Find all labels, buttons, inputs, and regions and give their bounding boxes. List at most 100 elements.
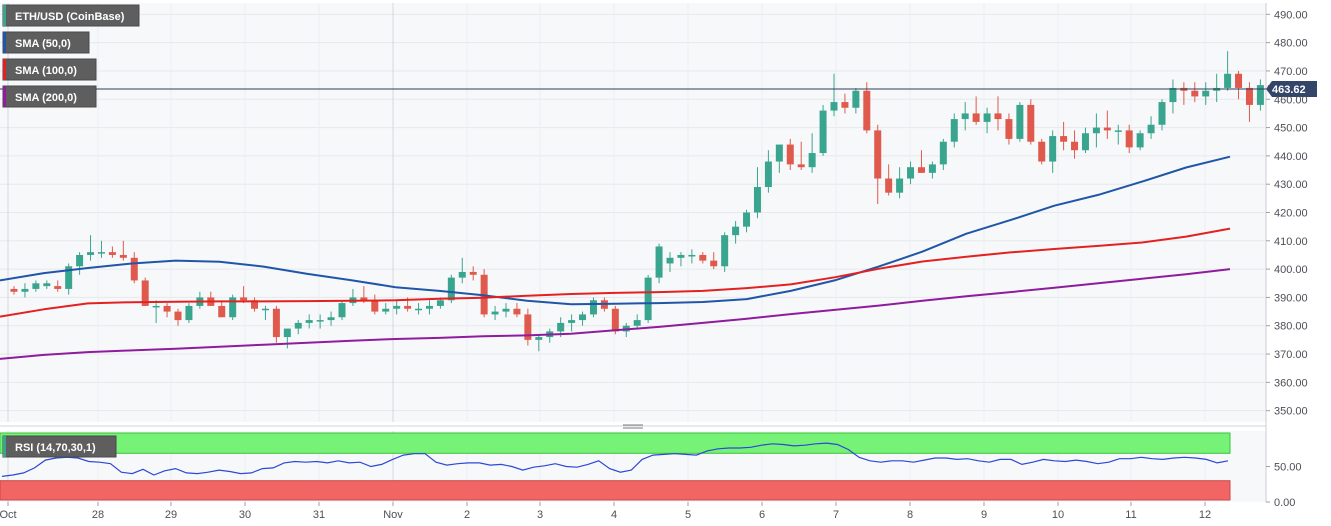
last-price-line: 463.62 bbox=[0, 81, 1317, 98]
rsi-y-tick-label: 50.00 bbox=[1274, 462, 1302, 474]
candle-body bbox=[1114, 130, 1122, 132]
candle-body bbox=[557, 322, 565, 332]
candle-down bbox=[1005, 113, 1013, 145]
candle-up bbox=[229, 294, 237, 321]
candle-body bbox=[896, 178, 904, 193]
candle-up bbox=[852, 87, 860, 114]
legend: ETH/USD (CoinBase) SMA (50,0) SMA (100,0) S… bbox=[2, 4, 140, 458]
candle-down bbox=[841, 93, 849, 114]
legend-color-swatch bbox=[3, 5, 6, 26]
y-tick-label: 430.00 bbox=[1274, 179, 1308, 191]
candle-up bbox=[76, 252, 84, 275]
candle-body bbox=[54, 286, 62, 289]
y-tick-label: 490.00 bbox=[1274, 9, 1308, 21]
candle-body bbox=[819, 110, 827, 154]
candle-up bbox=[1081, 127, 1089, 154]
legend-sma-100: SMA (100,0) bbox=[2, 58, 97, 81]
candle-body bbox=[360, 297, 368, 301]
candle-up bbox=[896, 167, 904, 199]
candle-body bbox=[1256, 85, 1264, 105]
y-tick-label: 360.00 bbox=[1274, 377, 1308, 389]
candle-up bbox=[721, 232, 729, 272]
x-tick-label: 5 bbox=[685, 509, 691, 521]
y-tick-label: 370.00 bbox=[1274, 349, 1308, 361]
candle-up bbox=[1114, 124, 1122, 145]
candle-down bbox=[240, 286, 248, 304]
y-tick-label: 400.00 bbox=[1274, 264, 1308, 276]
candle-down bbox=[10, 286, 18, 295]
y-tick-label: 420.00 bbox=[1274, 208, 1308, 220]
candle-up bbox=[666, 252, 674, 272]
candle-body bbox=[513, 308, 521, 315]
x-tick-label: 31 bbox=[313, 509, 325, 521]
candle-body bbox=[688, 254, 696, 257]
candle-body bbox=[240, 297, 248, 301]
candle-up bbox=[907, 161, 915, 185]
sma-series bbox=[0, 155, 1231, 360]
candle-up bbox=[775, 144, 783, 173]
candle-body bbox=[874, 130, 882, 179]
candle-up bbox=[688, 249, 696, 264]
candle-body bbox=[327, 317, 335, 321]
x-tick-label: 30 bbox=[239, 509, 251, 521]
candle-up bbox=[753, 167, 761, 219]
candle-up bbox=[65, 263, 73, 295]
legend-sma-200: SMA (200,0) bbox=[2, 85, 97, 108]
candles bbox=[10, 51, 1275, 352]
candle-body bbox=[907, 167, 915, 179]
candle-down bbox=[174, 308, 182, 326]
rsi-y-tick-label: 0.00 bbox=[1274, 497, 1295, 509]
pane-resize-handle[interactable] bbox=[623, 424, 643, 429]
candle-body bbox=[972, 113, 980, 122]
grid bbox=[0, 3, 1266, 502]
candle-up bbox=[983, 107, 991, 134]
candle-body bbox=[1049, 136, 1057, 162]
candle-body bbox=[1245, 87, 1253, 105]
candle-down bbox=[1060, 121, 1068, 151]
candle-body bbox=[885, 178, 893, 193]
candle-body bbox=[65, 266, 73, 289]
candle-up bbox=[21, 283, 29, 298]
legend-label: SMA (100,0) bbox=[15, 65, 77, 77]
candle-body bbox=[447, 277, 455, 301]
candle-body bbox=[1092, 127, 1100, 134]
candle-body bbox=[305, 320, 313, 323]
candle-body bbox=[1158, 102, 1166, 125]
candle-body bbox=[1071, 141, 1079, 151]
y-tick-label: 460.00 bbox=[1274, 94, 1308, 106]
candle-up bbox=[743, 209, 751, 233]
candle-body bbox=[76, 254, 84, 267]
candle-body bbox=[775, 144, 783, 162]
candle-up bbox=[305, 314, 313, 329]
sma-200-line bbox=[0, 268, 1231, 360]
candle-down bbox=[513, 303, 521, 318]
candle-up bbox=[87, 235, 95, 261]
rsi-overbought-band bbox=[0, 432, 1231, 454]
candle-body bbox=[655, 246, 663, 278]
candle-up bbox=[283, 328, 291, 349]
legend-ethusd: ETH/USD (CoinBase) bbox=[2, 4, 140, 27]
candle-body bbox=[185, 305, 193, 321]
candle-body bbox=[436, 300, 444, 306]
candle-up bbox=[1158, 99, 1166, 131]
candle-body bbox=[797, 164, 805, 168]
candle-body bbox=[316, 320, 324, 322]
x-tick-label: 8 bbox=[907, 509, 913, 521]
candle-down bbox=[119, 240, 127, 261]
candle-up bbox=[568, 314, 576, 332]
candle-up bbox=[97, 240, 105, 258]
candle-down bbox=[786, 138, 794, 171]
candle-body bbox=[458, 271, 466, 278]
candle-body bbox=[338, 303, 346, 318]
candle-down bbox=[1125, 124, 1133, 154]
candle-up bbox=[415, 303, 423, 315]
candle-up bbox=[677, 252, 685, 267]
candle-up bbox=[1049, 130, 1057, 173]
last-price-tag bbox=[1266, 81, 1317, 98]
candle-down bbox=[251, 297, 259, 312]
candle-body bbox=[261, 308, 269, 311]
candle-up bbox=[458, 257, 466, 284]
candle-down bbox=[163, 303, 171, 318]
candle-up bbox=[338, 300, 346, 321]
